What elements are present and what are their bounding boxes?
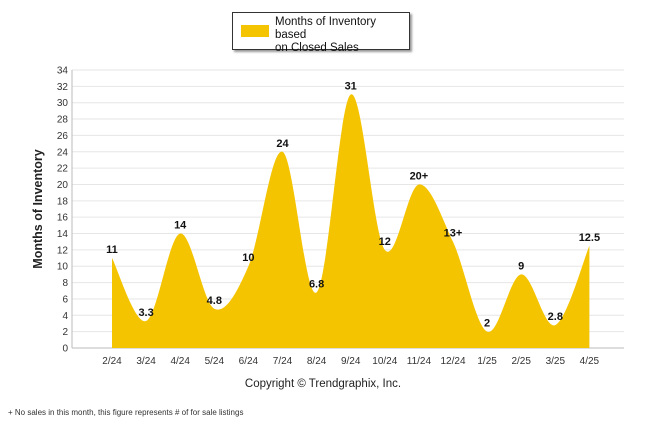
y-tick-label: 8 bbox=[62, 278, 68, 289]
x-tick-label: 2/24 bbox=[102, 356, 122, 367]
y-tick-label: 14 bbox=[57, 229, 69, 240]
data-label: 2.8 bbox=[548, 311, 563, 323]
data-label: 9 bbox=[518, 260, 524, 272]
legend-label-line1: Months of Inventory based bbox=[275, 16, 376, 41]
data-label: 3.3 bbox=[138, 307, 153, 319]
legend-label: Months of Inventory based on Closed Sale… bbox=[275, 16, 407, 55]
data-label: 10 bbox=[242, 252, 254, 264]
copyright-text: Copyright © Trendgraphix, Inc. bbox=[244, 378, 402, 390]
chart-legend: Months of Inventory based on Closed Sale… bbox=[232, 12, 410, 54]
y-tick-label: 2 bbox=[62, 327, 68, 338]
data-label: 24 bbox=[276, 138, 289, 150]
x-tick-label: 4/25 bbox=[580, 356, 600, 367]
x-tick-label: 9/24 bbox=[341, 356, 361, 367]
series-area bbox=[112, 94, 590, 348]
legend-swatch bbox=[241, 25, 269, 37]
y-tick-label: 22 bbox=[57, 164, 69, 175]
y-tick-label: 34 bbox=[57, 66, 69, 77]
y-axis-title: Months of Inventory bbox=[31, 149, 45, 268]
data-label: 11 bbox=[106, 244, 118, 256]
x-tick-label: 11/24 bbox=[407, 356, 432, 367]
y-tick-label: 24 bbox=[57, 147, 69, 158]
x-tick-label: 7/24 bbox=[273, 356, 293, 367]
data-label: 14 bbox=[174, 220, 187, 232]
data-label: 4.8 bbox=[207, 295, 222, 307]
data-label: 2 bbox=[484, 318, 490, 330]
y-tick-label: 30 bbox=[57, 98, 69, 109]
x-tick-label: 3/25 bbox=[546, 356, 566, 367]
y-tick-label: 28 bbox=[57, 115, 69, 126]
y-tick-label: 26 bbox=[57, 131, 69, 142]
y-tick-label: 18 bbox=[57, 196, 69, 207]
x-tick-label: 2/25 bbox=[511, 356, 531, 367]
x-tick-label: 5/24 bbox=[205, 356, 225, 367]
y-tick-label: 10 bbox=[57, 262, 69, 273]
footnote-text: + No sales in this month, this figure re… bbox=[8, 408, 244, 417]
data-label: 13+ bbox=[444, 228, 463, 240]
data-label: 31 bbox=[345, 81, 357, 93]
legend-label-line2: on Closed Sales bbox=[275, 42, 359, 54]
x-tick-label: 3/24 bbox=[136, 356, 156, 367]
data-label: 12.5 bbox=[579, 232, 600, 244]
data-label: 20+ bbox=[410, 170, 429, 182]
data-label: 12 bbox=[379, 236, 391, 248]
y-tick-label: 6 bbox=[62, 294, 68, 305]
y-tick-label: 0 bbox=[62, 344, 68, 355]
x-tick-label: 10/24 bbox=[372, 356, 397, 367]
data-label: 6.8 bbox=[309, 278, 324, 290]
y-tick-label: 12 bbox=[57, 245, 69, 256]
y-tick-label: 16 bbox=[57, 213, 69, 224]
y-tick-label: 4 bbox=[62, 311, 68, 322]
x-tick-label: 1/25 bbox=[477, 356, 497, 367]
y-tick-label: 32 bbox=[57, 82, 69, 93]
x-tick-label: 6/24 bbox=[239, 356, 259, 367]
x-tick-label: 12/24 bbox=[440, 356, 465, 367]
y-tick-label: 20 bbox=[57, 180, 69, 191]
x-tick-label: 4/24 bbox=[170, 356, 190, 367]
x-tick-label: 8/24 bbox=[307, 356, 327, 367]
